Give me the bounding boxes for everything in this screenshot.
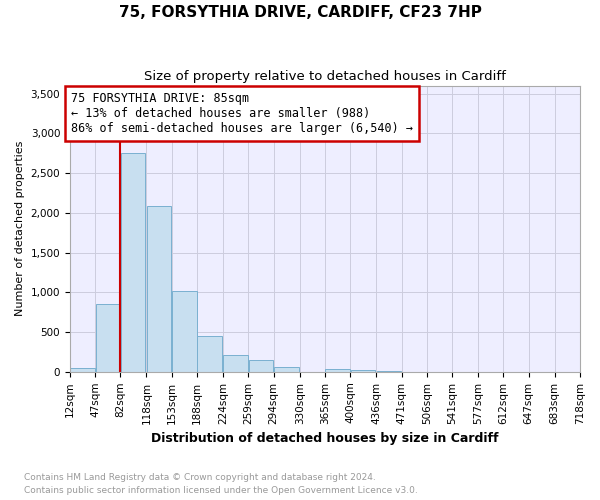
Bar	[70, 368, 95, 372]
Title: Size of property relative to detached houses in Cardiff: Size of property relative to detached ho…	[144, 70, 506, 83]
Bar	[172, 290, 197, 372]
Text: 75, FORSYTHIA DRIVE, CARDIFF, CF23 7HP: 75, FORSYTHIA DRIVE, CARDIFF, CF23 7HP	[119, 5, 481, 20]
Bar	[350, 370, 375, 372]
Bar	[377, 370, 401, 372]
Bar	[274, 368, 299, 372]
Bar	[249, 360, 273, 372]
Bar	[325, 369, 350, 372]
Bar	[121, 153, 145, 372]
Bar	[147, 206, 172, 372]
Text: Contains HM Land Registry data © Crown copyright and database right 2024.: Contains HM Land Registry data © Crown c…	[24, 472, 376, 482]
Bar	[197, 336, 222, 372]
Text: 75 FORSYTHIA DRIVE: 85sqm
← 13% of detached houses are smaller (988)
86% of semi: 75 FORSYTHIA DRIVE: 85sqm ← 13% of detac…	[71, 92, 413, 135]
Bar	[223, 355, 248, 372]
Bar	[95, 304, 120, 372]
X-axis label: Distribution of detached houses by size in Cardiff: Distribution of detached houses by size …	[151, 432, 499, 445]
Y-axis label: Number of detached properties: Number of detached properties	[15, 141, 25, 316]
Text: Contains public sector information licensed under the Open Government Licence v3: Contains public sector information licen…	[24, 486, 418, 495]
